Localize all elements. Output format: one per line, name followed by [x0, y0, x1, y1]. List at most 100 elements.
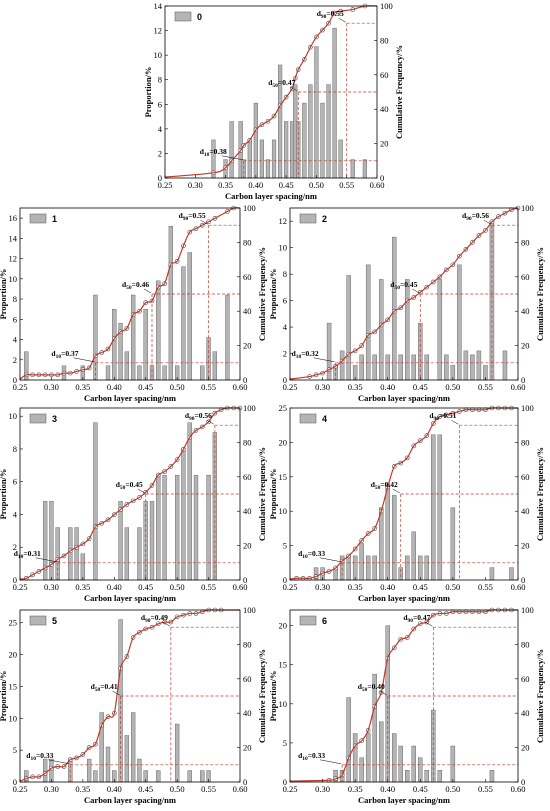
y-tick-label: 5	[283, 738, 287, 748]
y2-tick-label: 0	[243, 375, 247, 385]
y-tick-label: 4	[283, 322, 288, 332]
y2-tick-label: 60	[521, 674, 530, 684]
annotation-d50: d50=0.45	[116, 480, 143, 491]
y-tick-label: 2	[13, 542, 17, 552]
plot-frame	[19, 407, 241, 581]
annotation-d90: d90=0.55	[317, 9, 344, 20]
histogram-bar	[372, 354, 377, 381]
y-axis-label: Proportion/%	[0, 469, 8, 520]
histogram-bar	[105, 365, 111, 381]
histogram-bar	[187, 770, 192, 783]
y-tick-label: 10	[9, 411, 18, 421]
y2-tick-label: 100	[243, 605, 256, 615]
legend-swatch	[174, 11, 192, 22]
legend-label: 1	[52, 214, 57, 224]
x-axis-label: Carbon layer spacing/nm	[225, 191, 317, 201]
y2-axis-label: Cumulative Frequency/%	[535, 447, 545, 541]
x-tick-label: 0.45	[138, 784, 153, 794]
legend-label: 2	[322, 214, 327, 224]
annotation-d10: d10=0.33	[26, 751, 53, 762]
histogram-bar	[212, 351, 218, 381]
x-axis-label: Carbon layer spacing/nm	[84, 795, 176, 805]
legend-swatch	[29, 213, 47, 224]
histogram-bar	[346, 275, 351, 381]
y-tick-label: 5	[13, 745, 17, 755]
y2-tick-label: 20	[243, 743, 252, 753]
y2-axis-label: Cumulative Frequency/%	[257, 649, 267, 743]
histogram-bar	[476, 350, 482, 381]
histogram-bar	[385, 354, 390, 381]
histogram-bar	[450, 507, 456, 581]
annotation-d10: d10=0.32	[292, 349, 319, 360]
y-tick-label: 2	[158, 148, 162, 158]
legend-label: 3	[52, 414, 57, 424]
histogram-bar	[68, 527, 73, 581]
y-tick-label: 8	[283, 269, 287, 279]
annotation-arrow	[412, 288, 420, 294]
plot-frame	[164, 5, 378, 179]
y2-tick-label: 80	[380, 35, 389, 45]
y-axis-label: Proportion/%	[0, 269, 8, 320]
y-tick-label: 0	[283, 575, 287, 585]
y2-tick-label: 100	[243, 203, 256, 213]
x-tick-label: 0.30	[315, 784, 330, 794]
x-tick-label: 0.35	[75, 582, 90, 592]
histogram-bar	[463, 350, 469, 381]
y-tick-label: 15	[9, 681, 18, 691]
y2-tick-label: 0	[380, 173, 384, 183]
histogram-bar	[398, 745, 403, 783]
annotation-d10: d10=0.33	[298, 549, 325, 560]
y2-tick-label: 80	[243, 639, 252, 649]
y2-axis-label: Cumulative Frequency/%	[257, 447, 267, 541]
y-tick-label: 25	[9, 618, 18, 628]
y-tick-label: 12	[154, 26, 163, 36]
histogram-bar	[156, 770, 161, 783]
x-tick-label: 0.50	[309, 180, 324, 190]
y2-tick-label: 20	[521, 743, 530, 753]
histogram-bar	[80, 553, 86, 581]
x-tick-label: 0.50	[170, 784, 185, 794]
histogram-bar	[229, 121, 234, 179]
annotation-d50: d50=0.45	[390, 280, 417, 291]
histogram-bar	[346, 555, 351, 581]
histogram-bar	[392, 733, 397, 783]
histogram-bar	[385, 483, 390, 581]
histogram-bar	[253, 102, 258, 179]
y-axis-label: Proportion/%	[268, 469, 278, 520]
histogram-bar	[200, 365, 205, 381]
x-tick-label: 0.40	[380, 784, 395, 794]
histogram-bar	[42, 758, 48, 783]
histogram-bar	[130, 294, 136, 381]
histogram-bar	[314, 46, 319, 179]
y2-tick-label: 60	[521, 272, 530, 282]
histogram-bar	[143, 308, 148, 381]
annotation-d10: d10=0.31	[14, 549, 41, 560]
y2-tick-label: 40	[521, 708, 530, 718]
annotation-arrow	[221, 155, 243, 161]
histogram-bar	[350, 159, 355, 179]
y2-tick-label: 100	[380, 1, 393, 11]
y-axis-label: Proportion/%	[268, 671, 278, 722]
annotation-d10: d10=0.33	[298, 751, 325, 762]
histogram-bar	[378, 279, 384, 381]
histogram-bar	[162, 474, 167, 581]
annotation-arrow	[379, 690, 387, 696]
annotation-arrow	[200, 219, 208, 225]
y2-tick-label: 40	[243, 506, 252, 516]
x-tick-label: 0.60	[370, 180, 385, 190]
y2-tick-label: 20	[380, 139, 389, 149]
annotation-d90: d90=0.56	[462, 211, 489, 222]
x-axis-label: Carbon layer spacing/nm	[358, 795, 450, 805]
x-tick-label: 0.45	[138, 382, 153, 392]
histogram-bar	[489, 567, 495, 581]
x-tick-label: 0.30	[315, 582, 330, 592]
histogram-bar	[206, 337, 211, 381]
histogram-bar	[174, 723, 180, 783]
histogram-bar	[320, 102, 325, 179]
annotation-arrow	[112, 690, 120, 696]
x-tick-label: 0.35	[348, 382, 363, 392]
y-tick-label: 6	[13, 477, 17, 487]
x-tick-label: 0.35	[218, 180, 233, 190]
x-tick-label: 0.40	[107, 784, 122, 794]
y2-axis-label: Cumulative Frequency/%	[394, 45, 404, 139]
